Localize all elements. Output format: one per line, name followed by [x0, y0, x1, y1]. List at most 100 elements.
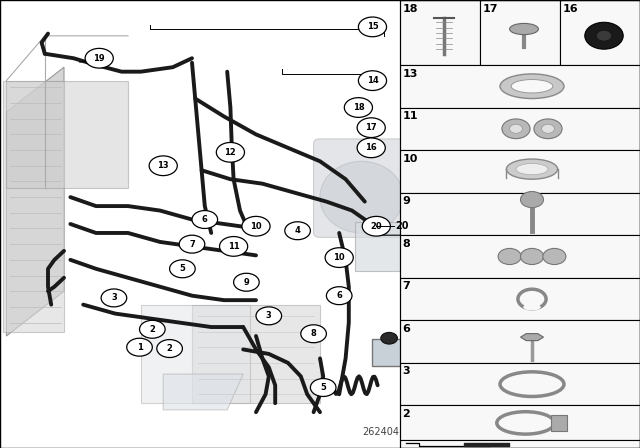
Bar [400, 150, 640, 193]
Circle shape [344, 98, 372, 117]
Text: 9: 9 [244, 278, 249, 287]
Bar [400, 405, 640, 440]
Text: 14: 14 [367, 76, 378, 85]
Bar [480, 0, 560, 65]
Circle shape [149, 156, 177, 176]
Bar [400, 363, 640, 405]
Circle shape [362, 216, 390, 236]
Text: 7: 7 [189, 240, 195, 249]
Circle shape [502, 119, 530, 138]
Circle shape [220, 237, 248, 256]
Circle shape [140, 320, 165, 338]
Text: 16: 16 [563, 4, 578, 14]
Ellipse shape [500, 74, 564, 99]
Bar [400, 235, 640, 278]
Bar [400, 0, 640, 448]
Text: 8: 8 [403, 239, 410, 249]
Text: 6: 6 [403, 324, 410, 334]
Circle shape [85, 48, 113, 68]
Circle shape [357, 118, 385, 138]
FancyBboxPatch shape [372, 339, 405, 366]
FancyBboxPatch shape [314, 139, 416, 237]
Text: 7: 7 [403, 281, 410, 291]
Circle shape [325, 248, 353, 267]
Text: 11: 11 [403, 111, 418, 121]
Text: 8: 8 [311, 329, 316, 338]
Text: 12: 12 [225, 148, 236, 157]
Bar [400, 440, 640, 448]
Text: 2: 2 [149, 325, 156, 334]
FancyBboxPatch shape [141, 305, 250, 403]
Circle shape [520, 248, 543, 264]
Text: 6: 6 [202, 215, 208, 224]
Bar [551, 415, 567, 431]
Bar [400, 193, 640, 235]
Text: 2: 2 [403, 409, 410, 419]
Text: 262404: 262404 [362, 427, 399, 437]
Circle shape [358, 71, 387, 90]
Circle shape [381, 332, 397, 344]
Text: 5: 5 [320, 383, 326, 392]
Text: 13: 13 [157, 161, 169, 170]
Circle shape [179, 235, 205, 253]
Circle shape [310, 379, 336, 396]
Text: 2: 2 [166, 344, 173, 353]
Circle shape [543, 248, 566, 264]
Text: 15: 15 [367, 22, 378, 31]
Text: 3: 3 [266, 311, 271, 320]
Circle shape [157, 340, 182, 358]
Circle shape [285, 222, 310, 240]
Text: 3: 3 [111, 293, 116, 302]
Ellipse shape [516, 164, 548, 175]
Text: 5: 5 [179, 264, 186, 273]
Text: 10: 10 [333, 253, 345, 262]
Circle shape [596, 30, 612, 41]
Circle shape [498, 248, 521, 264]
Circle shape [101, 289, 127, 307]
Text: 18: 18 [403, 4, 418, 14]
Polygon shape [3, 81, 64, 332]
Text: 6: 6 [336, 291, 342, 300]
Text: 13: 13 [403, 69, 418, 78]
Ellipse shape [509, 23, 538, 34]
Text: 16: 16 [365, 143, 377, 152]
Circle shape [541, 124, 554, 134]
Bar [400, 320, 640, 363]
Bar [560, 0, 640, 65]
Ellipse shape [524, 305, 540, 310]
Bar [0, 0, 400, 448]
Text: 1: 1 [136, 343, 143, 352]
Polygon shape [192, 305, 320, 403]
Text: 20: 20 [395, 221, 408, 231]
Text: 18: 18 [353, 103, 364, 112]
Bar [400, 65, 640, 108]
Circle shape [256, 307, 282, 325]
Circle shape [358, 17, 387, 37]
Text: 4: 4 [294, 226, 301, 235]
Text: 11: 11 [228, 242, 239, 251]
Polygon shape [520, 334, 543, 340]
Circle shape [520, 191, 543, 207]
Text: 10: 10 [403, 154, 418, 164]
Bar [400, 278, 640, 320]
Polygon shape [163, 374, 243, 410]
FancyBboxPatch shape [355, 222, 406, 271]
Text: 20: 20 [371, 222, 382, 231]
Text: 17: 17 [365, 123, 377, 132]
Circle shape [585, 22, 623, 49]
Bar [400, 108, 640, 150]
Circle shape [534, 119, 562, 138]
Polygon shape [6, 67, 64, 336]
Text: 10: 10 [250, 222, 262, 231]
Polygon shape [6, 81, 128, 188]
Circle shape [234, 273, 259, 291]
Circle shape [357, 138, 385, 158]
Circle shape [301, 325, 326, 343]
Circle shape [242, 216, 270, 236]
Ellipse shape [511, 79, 553, 93]
Ellipse shape [320, 161, 403, 233]
Text: 17: 17 [483, 4, 498, 14]
Circle shape [170, 260, 195, 278]
Text: 19: 19 [93, 54, 105, 63]
Circle shape [509, 124, 522, 134]
